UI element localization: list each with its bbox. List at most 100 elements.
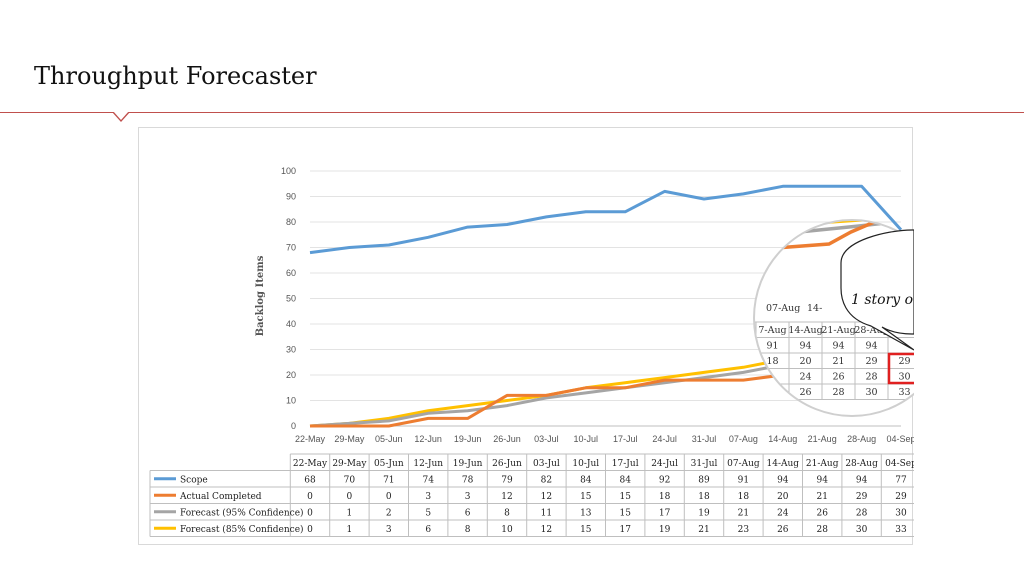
- table-cell: 77: [895, 476, 907, 486]
- title-rule: [0, 112, 1024, 113]
- table-cell: 15: [580, 492, 592, 502]
- table-header-cell: 26-Jun: [492, 459, 522, 469]
- x-tick-label: 21-Aug: [808, 434, 837, 444]
- table-header-cell: 04-Sep: [885, 459, 914, 469]
- zoom-cell: 30: [898, 372, 910, 383]
- zoom-lens-border: [753, 219, 914, 417]
- table-cell: 12: [541, 525, 552, 535]
- zoom-header-cell: 28-Aug: [854, 325, 888, 336]
- table-cell: 68: [304, 476, 316, 486]
- zoom-cell: 91: [766, 341, 778, 352]
- table-header-cell: 29-May: [332, 459, 367, 469]
- zoom-cell: 29: [865, 356, 877, 367]
- table-cell: 3: [465, 492, 471, 502]
- table-cell: 0: [307, 492, 313, 502]
- table-cell: 33: [895, 525, 907, 535]
- table-header-cell: 24-Jul: [651, 459, 678, 469]
- table-cell: 17: [659, 509, 671, 519]
- table-cell: 94: [816, 476, 828, 486]
- table-cell: 19: [659, 525, 671, 535]
- table-cell: 12: [501, 492, 512, 502]
- y-tick-label: 50: [286, 294, 296, 304]
- table-header-cell: 14-Aug: [767, 459, 800, 469]
- table-cell: 12: [541, 492, 552, 502]
- table-cell: 94: [777, 476, 789, 486]
- table-cell: 15: [580, 525, 592, 535]
- table-cell: 21: [738, 509, 749, 519]
- table-cell: 84: [619, 476, 631, 486]
- table-cell: 30: [895, 509, 907, 519]
- zoom-cell: 24: [799, 372, 811, 383]
- table-cell: 89: [698, 476, 710, 486]
- zoom-cell: 28: [832, 387, 844, 398]
- table-cell: 1: [347, 509, 353, 519]
- table-header-cell: 10-Jul: [572, 459, 599, 469]
- table-cell: 10: [501, 525, 513, 535]
- table-cell: 29: [856, 492, 868, 502]
- x-tick-label: 07-Aug: [729, 434, 758, 444]
- table-cell: 79: [501, 476, 513, 486]
- table-cell: 0: [347, 492, 353, 502]
- zoom-cell: 21: [832, 356, 844, 367]
- table-cell: 91: [738, 476, 749, 486]
- table-cell: 19: [698, 509, 710, 519]
- table-cell: 78: [462, 476, 474, 486]
- callout-bubble: [840, 229, 914, 351]
- table-cell: 6: [465, 509, 471, 519]
- table-cell: 74: [422, 476, 434, 486]
- table-cell: 28: [816, 525, 828, 535]
- x-tick-label: 14-Aug: [768, 434, 797, 444]
- table-header-cell: 05-Jun: [374, 459, 404, 469]
- zoom-cell: 94: [799, 341, 811, 352]
- y-tick-label: 20: [286, 370, 296, 380]
- x-tick-label: 29-May: [334, 434, 365, 444]
- table-cell: 17: [619, 525, 631, 535]
- table-header-cell: 03-Jul: [533, 459, 560, 469]
- title-rule-notch: [112, 111, 130, 122]
- table-header-cell: 17-Jul: [612, 459, 639, 469]
- table-cell: 26: [816, 509, 828, 519]
- legend-label: Forecast (85% Confidence): [180, 524, 304, 535]
- table-cell: 92: [659, 476, 670, 486]
- series-line-0: [309, 184, 903, 255]
- table-cell: 8: [465, 525, 471, 535]
- y-tick-label: 40: [286, 319, 296, 329]
- slide-title: Throughput Forecaster: [34, 62, 317, 90]
- zoom-cell: 18: [766, 356, 778, 367]
- highlight-box: [887, 352, 914, 385]
- table-cell: 0: [307, 509, 313, 519]
- table-cell: 29: [895, 492, 907, 502]
- table-cell: 28: [856, 509, 868, 519]
- y-tick-label: 100: [281, 166, 296, 176]
- y-tick-label: 30: [286, 345, 296, 355]
- callout-text: 1 story out!: [851, 292, 914, 308]
- zoom-header-cell: 7-Aug: [758, 325, 786, 336]
- zoom-cell: 26: [832, 372, 844, 383]
- zoom-cell: 33: [898, 387, 910, 398]
- table-cell: 84: [580, 476, 592, 486]
- table-cell: 21: [698, 525, 709, 535]
- x-tick-label: 24-Jul: [652, 434, 677, 444]
- legend-label: Actual Completed: [179, 492, 262, 502]
- x-tick-label: 19-Jun: [454, 434, 482, 444]
- x-tick-label: 05-Jun: [375, 434, 403, 444]
- table-header-cell: 31-Jul: [691, 459, 718, 469]
- x-tick-label: 04-Sep: [886, 434, 914, 444]
- table-cell: 0: [307, 525, 313, 535]
- table-cell: 18: [738, 492, 750, 502]
- x-tick-label: 10-Jul: [574, 434, 599, 444]
- table-header-cell: 12-Jun: [413, 459, 443, 469]
- table-cell: 0: [386, 492, 392, 502]
- y-tick-label: 10: [286, 396, 296, 406]
- callout: 1 story out!: [840, 229, 914, 351]
- zoom-cell: 94: [832, 341, 844, 352]
- table-cell: 70: [344, 476, 356, 486]
- table-cell: 2: [386, 509, 392, 519]
- chart-frame: 0 10 20 30 40 50 60 70 80 90 100 Backlog Items 22-…: [138, 127, 914, 545]
- y-tick-label: 0: [291, 421, 296, 431]
- x-tick-label: 28-Aug: [847, 434, 876, 444]
- x-tick-label: 03-Jul: [534, 434, 559, 444]
- table-cell: 5: [425, 509, 431, 519]
- table-cell: 20: [777, 492, 789, 502]
